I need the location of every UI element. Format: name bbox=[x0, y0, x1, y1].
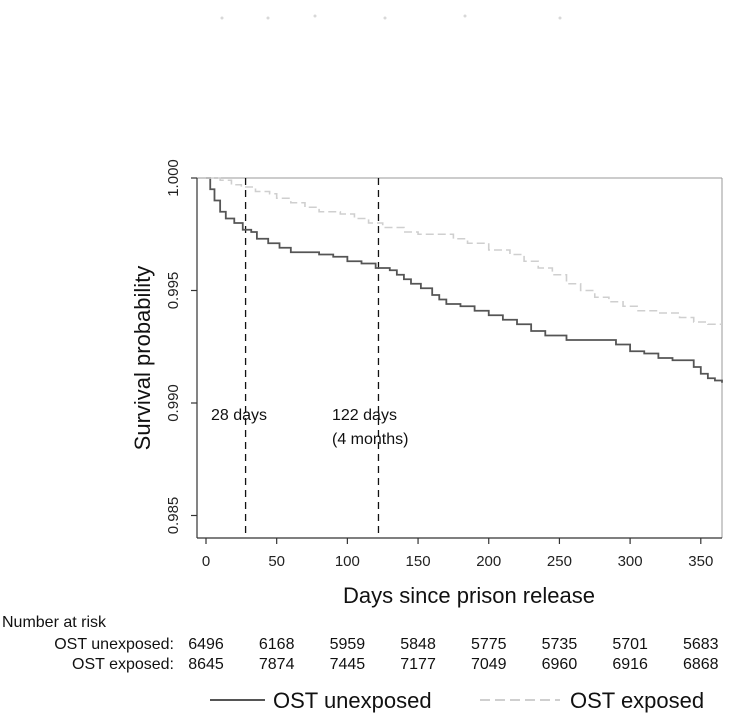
x-tick-label: 300 bbox=[618, 553, 643, 570]
x-axis-title: Days since prison release bbox=[343, 583, 595, 608]
x-tick-label: 50 bbox=[268, 553, 285, 570]
risk-value: 6916 bbox=[612, 656, 648, 673]
risk-value: 7177 bbox=[400, 656, 436, 673]
y-tick-label: 0.995 bbox=[165, 272, 182, 310]
top-artifact-dots bbox=[220, 14, 562, 20]
risk-value: 6496 bbox=[188, 636, 224, 653]
x-tick-label: 250 bbox=[547, 553, 572, 570]
risk-value: 7874 bbox=[259, 656, 295, 673]
legend-label: OST exposed bbox=[570, 688, 704, 713]
legend: OST unexposed OST exposed bbox=[210, 688, 704, 713]
x-tick-label: 200 bbox=[476, 553, 501, 570]
risk-value: 5959 bbox=[330, 636, 366, 653]
series-layer bbox=[206, 177, 723, 383]
number-at-risk-table: Number at risk OST unexposed: 6496 6168 595… bbox=[2, 614, 719, 673]
risk-value: 6960 bbox=[542, 656, 578, 673]
y-tick-label: 0.985 bbox=[165, 497, 182, 535]
reference-label-day-122: 122 days bbox=[332, 407, 397, 424]
y-axis-title: Survival probability bbox=[130, 266, 155, 451]
y-tick-label: 1.000 bbox=[165, 159, 182, 197]
reference-lines: 28 days 122 days (4 months) bbox=[211, 178, 408, 538]
y-axis: 1.000 0.995 0.990 0.985 bbox=[165, 159, 197, 534]
risk-row-label: OST unexposed: bbox=[54, 636, 174, 653]
series-line-ost-exposed bbox=[206, 177, 722, 326]
y-tick-label: 0.990 bbox=[165, 384, 182, 422]
x-tick-label: 150 bbox=[406, 553, 431, 570]
risk-value: 5701 bbox=[612, 636, 648, 653]
risk-value: 5735 bbox=[542, 636, 578, 653]
risk-value: 6168 bbox=[259, 636, 295, 653]
x-tick-label: 100 bbox=[335, 553, 360, 570]
risk-value: 7445 bbox=[330, 656, 366, 673]
plot-frame bbox=[196, 177, 723, 539]
legend-label: OST unexposed bbox=[273, 688, 432, 713]
x-tick-label: 350 bbox=[688, 553, 713, 570]
x-tick-label: 0 bbox=[202, 553, 210, 570]
reference-label-day-28: 28 days bbox=[211, 407, 267, 424]
risk-value: 8645 bbox=[188, 656, 224, 673]
risk-value: 5683 bbox=[683, 636, 719, 653]
series-line-ost-unexposed bbox=[206, 177, 723, 383]
x-axis: 0 50 100 150 200 250 300 350 bbox=[202, 538, 713, 570]
reference-sublabel-day-122: (4 months) bbox=[332, 431, 408, 448]
risk-value: 5775 bbox=[471, 636, 507, 653]
risk-value: 7049 bbox=[471, 656, 507, 673]
risk-row-label: OST exposed: bbox=[72, 656, 174, 673]
risk-table-title: Number at risk bbox=[2, 614, 107, 631]
risk-value: 6868 bbox=[683, 656, 719, 673]
risk-value: 5848 bbox=[400, 636, 436, 653]
